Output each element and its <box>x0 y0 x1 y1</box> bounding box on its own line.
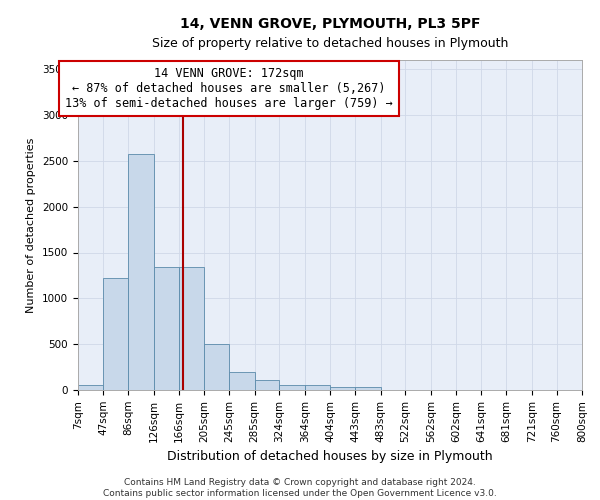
Bar <box>154 267 179 390</box>
Bar <box>254 380 280 390</box>
Bar <box>331 387 355 390</box>
Bar <box>355 387 380 390</box>
Text: 14 VENN GROVE: 172sqm
← 87% of detached houses are smaller (5,267)
13% of semi-d: 14 VENN GROVE: 172sqm ← 87% of detached … <box>65 66 393 110</box>
Text: 14, VENN GROVE, PLYMOUTH, PL3 5PF: 14, VENN GROVE, PLYMOUTH, PL3 5PF <box>180 18 480 32</box>
Bar <box>204 344 229 390</box>
Bar <box>128 154 154 390</box>
Bar <box>229 372 254 390</box>
Bar <box>280 385 305 390</box>
Bar <box>179 267 204 390</box>
Bar <box>103 278 128 390</box>
Text: Size of property relative to detached houses in Plymouth: Size of property relative to detached ho… <box>152 38 508 51</box>
X-axis label: Distribution of detached houses by size in Plymouth: Distribution of detached houses by size … <box>167 450 493 463</box>
Y-axis label: Number of detached properties: Number of detached properties <box>26 138 37 312</box>
Text: Contains HM Land Registry data © Crown copyright and database right 2024.
Contai: Contains HM Land Registry data © Crown c… <box>103 478 497 498</box>
Bar <box>305 386 331 390</box>
Bar <box>78 386 103 390</box>
